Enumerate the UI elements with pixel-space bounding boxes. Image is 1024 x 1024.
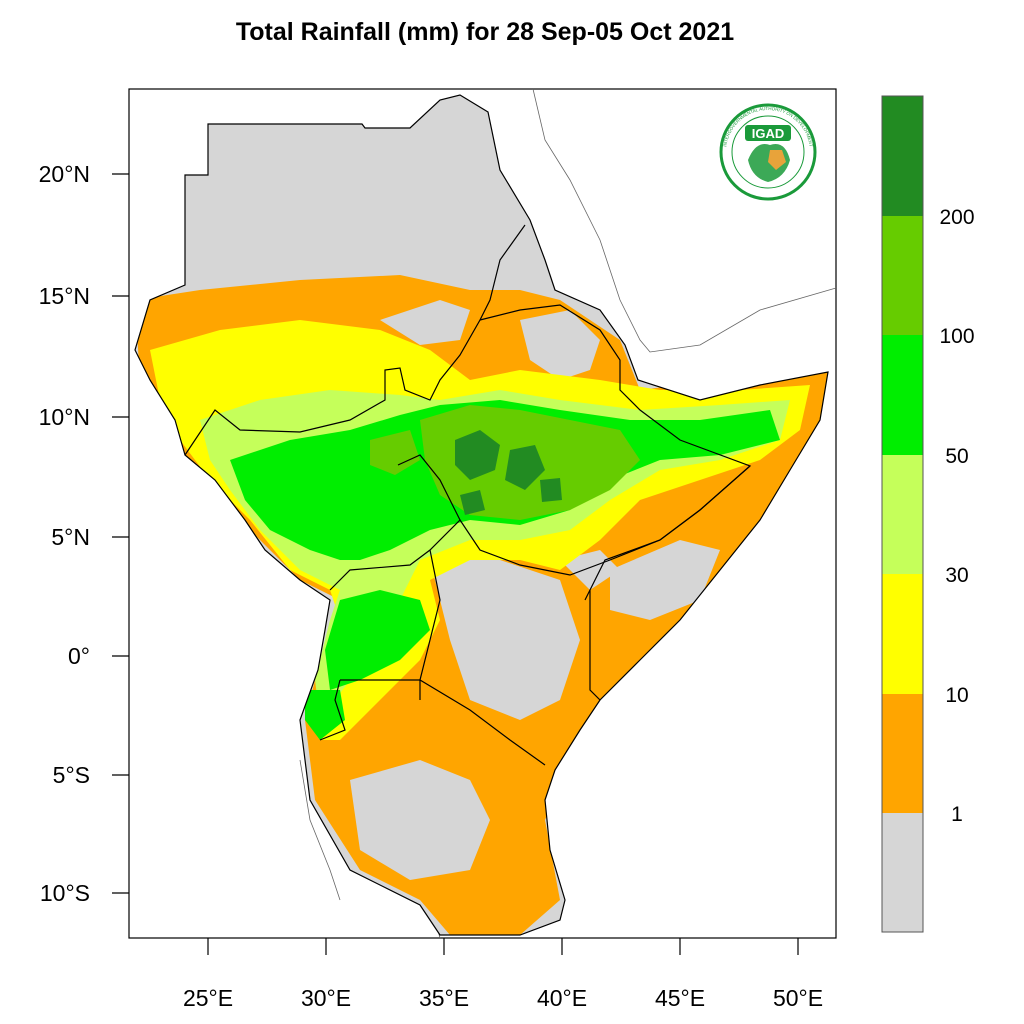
colorbar-label: 10 xyxy=(945,684,968,707)
rain-200-plus-zone xyxy=(455,430,562,515)
map-title: Total Rainfall (mm) for 28 Sep-05 Oct 20… xyxy=(235,18,735,46)
lat-tick-label: 5°N xyxy=(51,524,90,550)
lat-tick-label: 20°N xyxy=(39,161,90,187)
lon-tick-label: 50°E xyxy=(773,985,823,1011)
colorbar-label: 100 xyxy=(939,325,974,348)
lat-tick-label: 10°N xyxy=(39,404,90,430)
colorbar: 1 10 30 50 100 200 xyxy=(881,95,975,933)
colorbar-label: 50 xyxy=(945,445,968,468)
colorbar-segment xyxy=(882,455,923,574)
colorbar-segment xyxy=(882,96,923,216)
colorbar-label: 30 xyxy=(945,564,968,587)
igad-region-icon xyxy=(768,150,786,170)
colorbar-label: 200 xyxy=(939,206,974,229)
colorbar-segment xyxy=(882,216,923,335)
lon-axis: 25°E 30°E 35°E 40°E 45°E 50°E xyxy=(183,938,823,1011)
country-borders xyxy=(184,224,752,766)
colorbar-segment xyxy=(882,335,923,455)
colorbar-segment xyxy=(882,813,923,932)
colorbar-segment xyxy=(882,574,923,694)
colorbar-label: 1 xyxy=(951,803,963,826)
coastline xyxy=(134,94,829,936)
logo-text: IGAD xyxy=(752,126,785,141)
lon-tick-label: 25°E xyxy=(183,985,233,1011)
lon-tick-label: 35°E xyxy=(419,985,469,1011)
dry-patches xyxy=(350,300,720,880)
igad-logo: IGAD INTERGOVERNMENTAL AUTHORITY ON DEVE… xyxy=(719,103,817,201)
lat-tick-label: 0° xyxy=(68,643,90,669)
lat-tick-label: 10°S xyxy=(40,880,90,906)
lat-axis: 20°N 15°N 10°N 5°N 0° 5°S 10°S xyxy=(39,161,129,906)
lat-tick-label: 5°S xyxy=(53,762,90,788)
lon-tick-label: 40°E xyxy=(537,985,587,1011)
colorbar-segment xyxy=(882,694,923,813)
lon-tick-label: 30°E xyxy=(301,985,351,1011)
lon-tick-label: 45°E xyxy=(655,985,705,1011)
lat-tick-label: 15°N xyxy=(39,283,90,309)
